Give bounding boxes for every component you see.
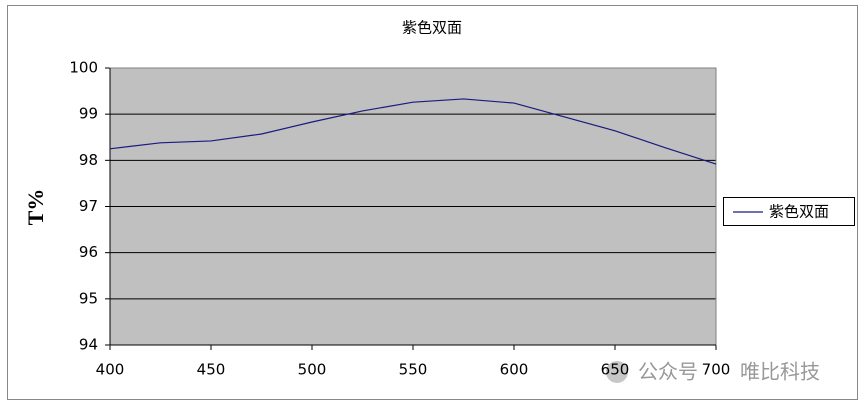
x-tick-label: 500: [298, 361, 327, 379]
y-tick-label: 96: [79, 243, 98, 261]
y-axis-label: T%: [23, 189, 48, 226]
line-series: [109, 98, 717, 165]
x-tick-label: 550: [399, 361, 428, 379]
y-tick-label: 94: [79, 336, 98, 354]
y-tick-label: 100: [69, 59, 98, 77]
x-tick-label: 600: [500, 361, 529, 379]
watermark-icon: [606, 361, 628, 383]
y-tick-label: 99: [79, 105, 98, 123]
x-tick-label: 450: [197, 361, 226, 379]
watermark-text: 唯比科技: [740, 360, 820, 384]
chart-title: 紫色双面: [402, 19, 462, 37]
watermark-text: 公众号: [638, 360, 698, 384]
legend-label: 紫色双面: [769, 203, 829, 221]
x-tick-label: 400: [96, 361, 125, 379]
y-tick-label: 97: [79, 197, 98, 215]
x-tick-label: 650: [601, 361, 630, 379]
y-tick-label: 95: [79, 289, 98, 307]
watermark: 公众号 唯比科技: [606, 360, 820, 384]
y-tick-label: 98: [79, 151, 98, 169]
x-tick-label: 700: [702, 361, 731, 379]
